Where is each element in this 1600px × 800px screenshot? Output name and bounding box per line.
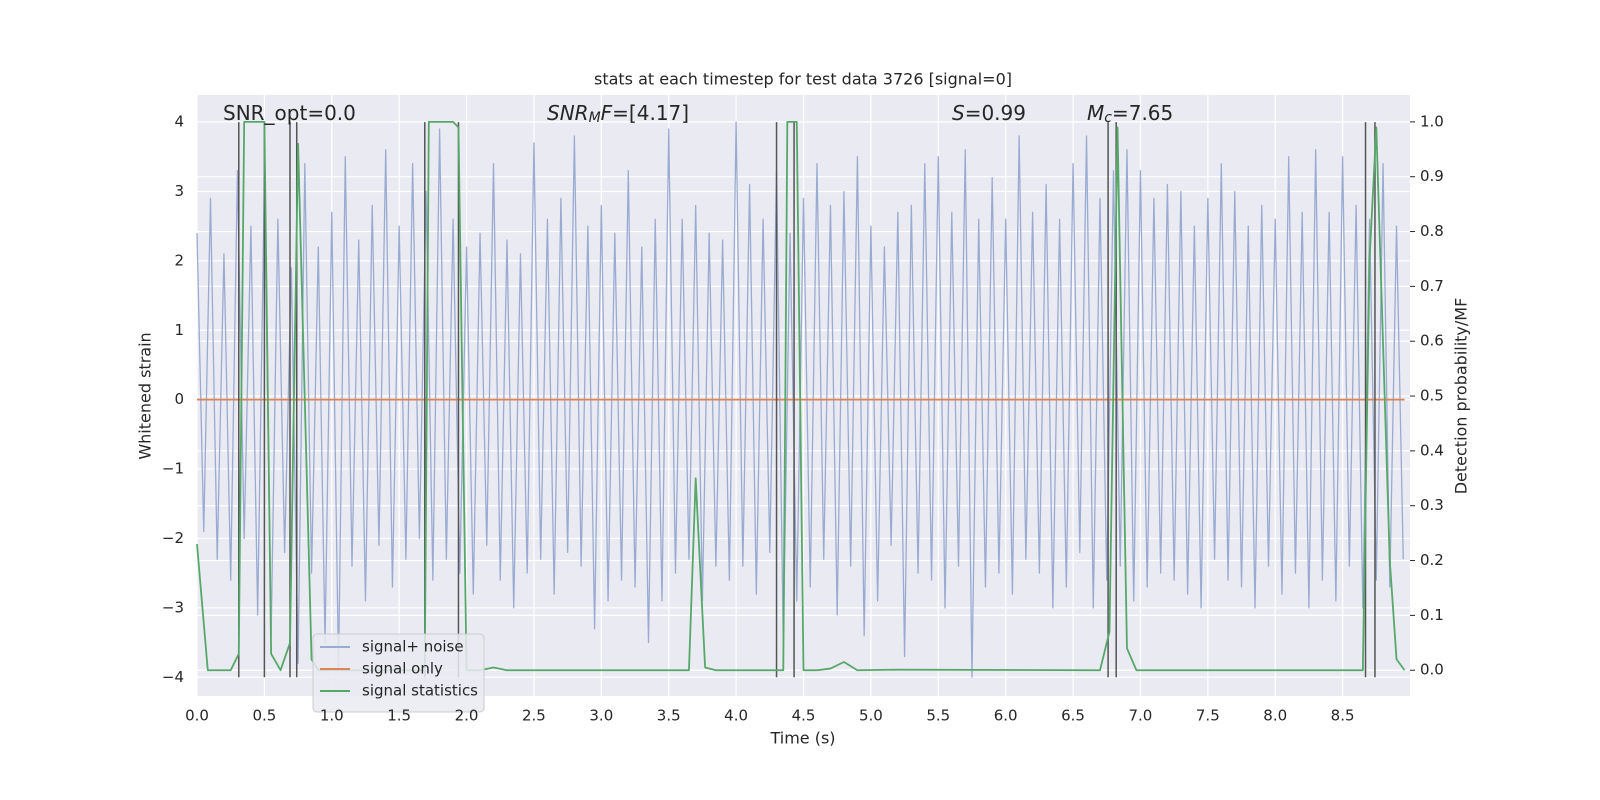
x-tick-label: 0.5 (252, 707, 276, 725)
annotation-part: =7.65 (1112, 101, 1173, 125)
y2-axis-label: Detection probability/MF (1452, 298, 1471, 495)
x-tick-label: 2.5 (522, 707, 546, 725)
x-tick-label: 7.0 (1129, 707, 1153, 725)
y-tick-label: −1 (162, 460, 184, 478)
y2-tick-label: 0.0 (1420, 661, 1444, 679)
x-tick-label: 4.0 (724, 707, 748, 725)
legend-label: signal only (362, 660, 443, 678)
x-tick-label: 5.0 (859, 707, 883, 725)
annotation-part: F (601, 101, 613, 125)
y-tick-label: 3 (174, 182, 184, 200)
y-tick-label: 1 (174, 321, 184, 339)
y-tick-label: 2 (174, 251, 184, 269)
x-tick-label: 7.5 (1196, 707, 1220, 725)
y2-tick-label: 0.9 (1420, 167, 1444, 185)
x-tick-label: 6.0 (994, 707, 1018, 725)
y-tick-label: 0 (174, 390, 184, 408)
series-line (196, 120, 1406, 672)
x-tick-label: 4.5 (792, 707, 816, 725)
y-tick-label: −3 (162, 598, 184, 616)
y2-tick-label: 0.7 (1420, 277, 1444, 295)
legend-box (312, 633, 485, 713)
y2-tick-label: 0.4 (1420, 441, 1444, 459)
x-tick-label: 5.5 (926, 707, 950, 725)
annotation-part: S (952, 101, 965, 125)
y2-tick-label: 1.0 (1420, 112, 1444, 130)
y-tick-label: 4 (174, 113, 184, 131)
x-tick-label: 6.5 (1061, 707, 1085, 725)
annotation: SNR_opt=0.0 (223, 101, 356, 125)
annotation: S=0.99 (952, 101, 1026, 125)
x-tick-label: 0.0 (185, 707, 209, 725)
x-tick-label: 2.0 (455, 707, 479, 725)
y2-tick-label: 0.2 (1420, 551, 1444, 569)
x-tick-label: 1.0 (320, 707, 344, 725)
legend-label: signal+ noise (362, 638, 464, 656)
chart-title: stats at each timestep for test data 372… (594, 70, 1012, 89)
annotation-part: M (589, 110, 601, 126)
annotation-part: M (1087, 101, 1104, 125)
x-tick-label: 1.5 (387, 707, 411, 725)
y-tick-label: −2 (162, 529, 184, 547)
marks (196, 120, 1406, 678)
legend: signal+ noise signal only signal statistic… (312, 633, 485, 713)
x-tick-label: 8.5 (1331, 707, 1355, 725)
annotation-part: c (1104, 110, 1112, 126)
x-tick-label: 3.5 (657, 707, 681, 725)
x-tick-label: 3.0 (589, 707, 613, 725)
annotation-part: =0.99 (965, 101, 1026, 125)
y2-tick-label: 0.5 (1420, 387, 1444, 405)
y-axis-label: Whitened strain (136, 332, 155, 459)
y-tick-label: −4 (162, 668, 184, 686)
y2-tick-label: 0.6 (1420, 332, 1444, 350)
legend-label: signal statistics (362, 682, 478, 700)
x-tick-label: 8.0 (1263, 707, 1287, 725)
y2-tick-label: 0.1 (1420, 606, 1444, 624)
annotation: SNRMF=[4.17] (547, 101, 689, 127)
y2-tick-label: 0.8 (1420, 222, 1444, 240)
annotation-part: =[4.17] (612, 101, 689, 125)
annotation-part: SNR (547, 101, 589, 125)
annotation: Mc=7.65 (1087, 101, 1173, 127)
annotation-part: SNR_opt=0.0 (223, 101, 356, 125)
y2-tick-label: 0.3 (1420, 496, 1444, 514)
x-axis-label: Time (s) (769, 729, 835, 748)
